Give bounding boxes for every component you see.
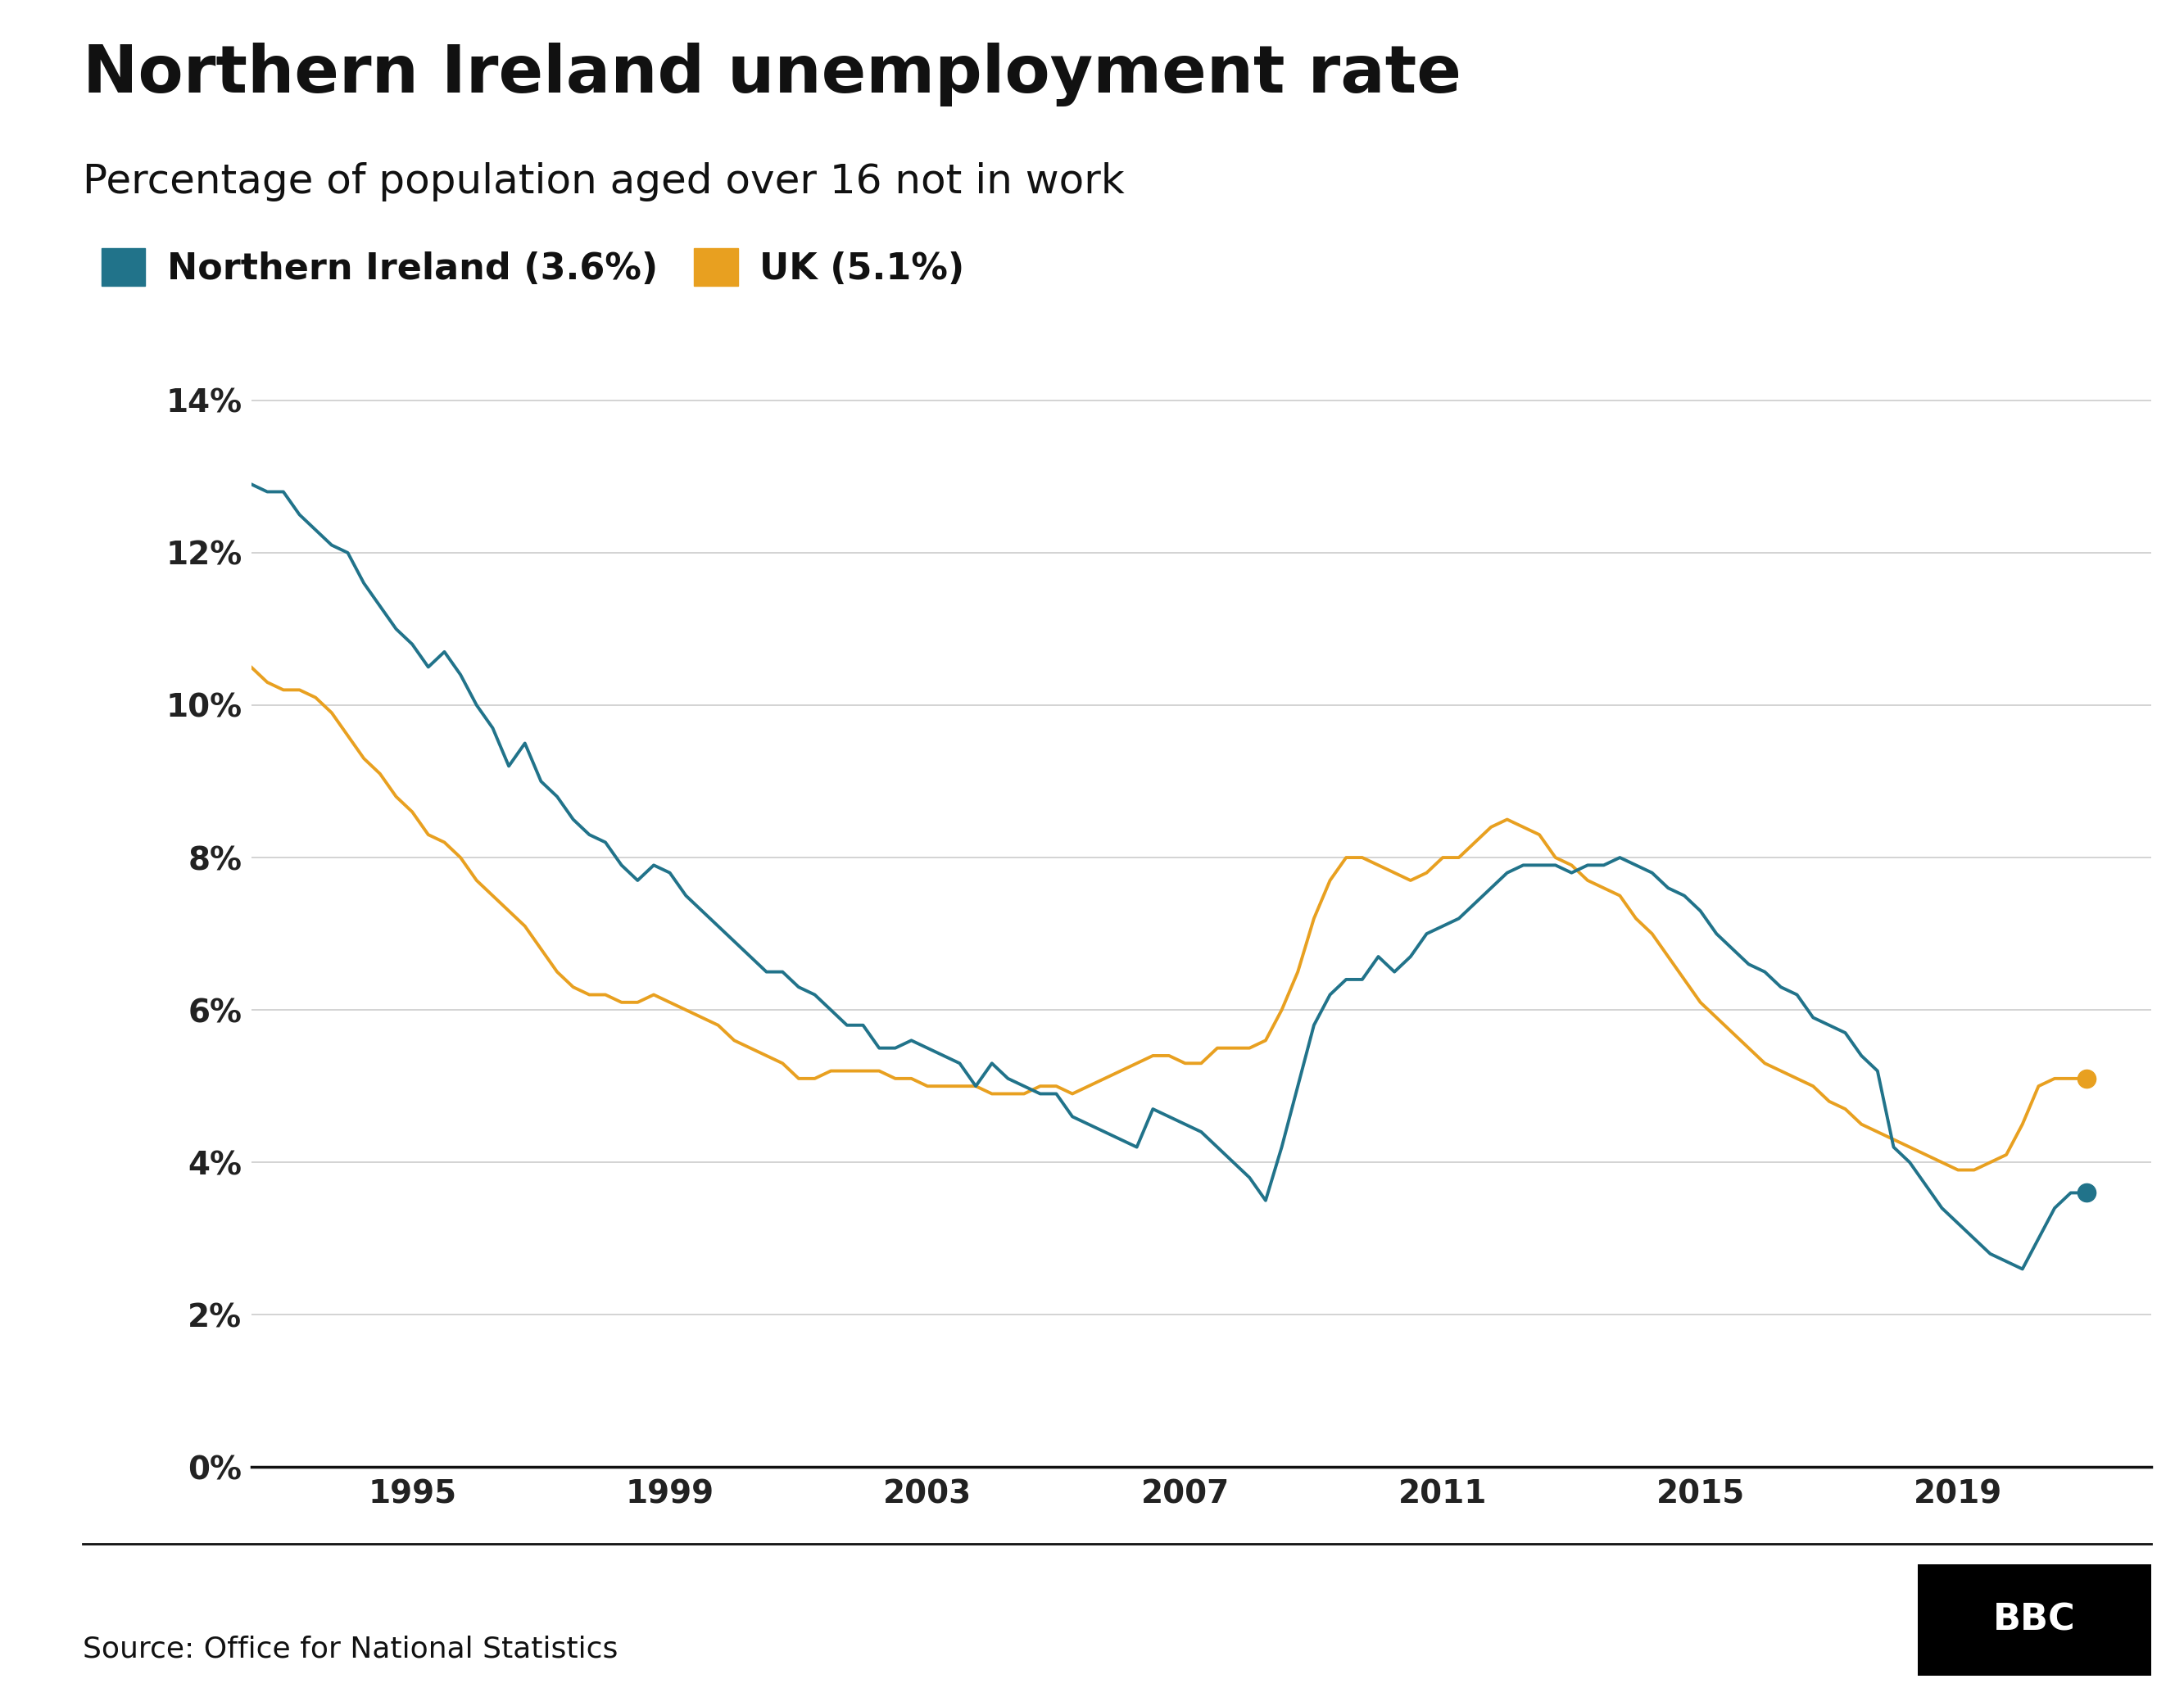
Text: Percentage of population aged over 16 not in work: Percentage of population aged over 16 no…	[83, 162, 1125, 201]
Text: BBC: BBC	[1994, 1602, 2075, 1638]
Legend: Northern Ireland (3.6%), UK (5.1%): Northern Ireland (3.6%), UK (5.1%)	[100, 249, 965, 287]
Text: Source: Office for National Statistics: Source: Office for National Statistics	[83, 1636, 618, 1663]
Text: Northern Ireland unemployment rate: Northern Ireland unemployment rate	[83, 43, 1461, 106]
